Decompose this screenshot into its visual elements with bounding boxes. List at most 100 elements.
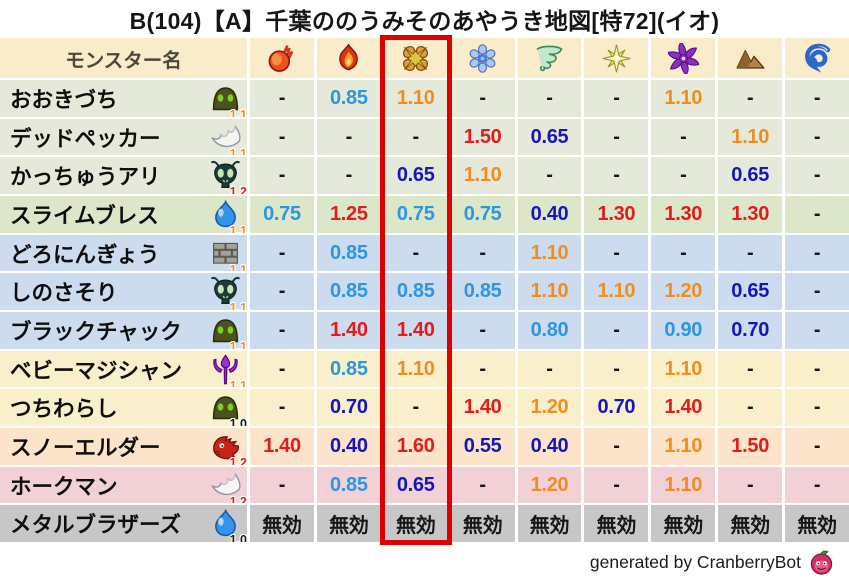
multiplier-cell: - bbox=[785, 467, 849, 504]
multiplier-cell: 1.50 bbox=[718, 428, 782, 465]
multiplier-cell: - bbox=[384, 235, 448, 272]
monster-level-badge: 1.2 bbox=[230, 186, 247, 194]
multiplier-cell: - bbox=[785, 312, 849, 349]
monster-row: かっちゅうアリ1.2--0.651.10---0.65- bbox=[0, 157, 849, 194]
multiplier-cell: - bbox=[250, 351, 314, 388]
monster-level-badge: 1.1 bbox=[230, 225, 247, 233]
multiplier-cell: 無効 bbox=[518, 505, 582, 542]
multiplier-cell: 1.10 bbox=[651, 467, 715, 504]
monster-name-header: モンスター名 bbox=[0, 38, 247, 78]
monster-name: ホークマン bbox=[10, 470, 118, 501]
multiplier-cell: 0.90 bbox=[651, 312, 715, 349]
multiplier-cell: 0.70 bbox=[718, 312, 782, 349]
credit-line: generated by CranberryBot bbox=[0, 542, 849, 583]
multiplier-cell: - bbox=[584, 119, 648, 156]
monster-name: つちわらし bbox=[10, 392, 118, 423]
ant-monster-icon: 1.2 bbox=[206, 159, 244, 193]
multiplier-cell: 1.50 bbox=[451, 119, 515, 156]
multiplier-cell: 0.40 bbox=[518, 196, 582, 233]
monster-name: かっちゅうアリ bbox=[10, 160, 161, 191]
multiplier-cell: - bbox=[250, 312, 314, 349]
multiplier-cell: - bbox=[250, 80, 314, 117]
multiplier-cell: 1.40 bbox=[384, 312, 448, 349]
monster-name: ブラックチャック bbox=[10, 315, 182, 346]
multiplier-cell: 0.55 bbox=[451, 428, 515, 465]
multiplier-cell: - bbox=[718, 467, 782, 504]
fireball-icon bbox=[250, 38, 314, 78]
multiplier-cell: 1.10 bbox=[518, 273, 582, 310]
monster-row: スノーエルダー1.21.400.401.600.550.40-1.101.50- bbox=[0, 428, 849, 465]
multiplier-cell: 0.75 bbox=[250, 196, 314, 233]
multiplier-cell: - bbox=[718, 235, 782, 272]
brick-monster-icon: 1.1 bbox=[206, 236, 244, 270]
multiplier-cell: 無効 bbox=[384, 505, 448, 542]
slime-monster-icon: 1.0 bbox=[206, 507, 244, 541]
monster-name-cell: ブラックチャック 1.1 bbox=[0, 312, 247, 349]
multiplier-cell: - bbox=[451, 80, 515, 117]
monster-row: デッドペッカー1.1---1.500.65--1.10- bbox=[0, 119, 849, 156]
multiplier-cell: 1.25 bbox=[317, 196, 381, 233]
multiplier-cell: 0.75 bbox=[384, 196, 448, 233]
slime-monster-icon: 1.1 bbox=[206, 197, 244, 231]
wing-monster-icon: 1.2 bbox=[206, 468, 244, 502]
monster-level-badge: 1.1 bbox=[230, 341, 247, 349]
multiplier-cell: - bbox=[651, 157, 715, 194]
mountain-icon bbox=[718, 38, 782, 78]
monster-name-cell: スライムブレス1.1 bbox=[0, 196, 247, 233]
monster-row: おおきづち1.1-0.851.10---1.10-- bbox=[0, 80, 849, 117]
monster-name-cell: つちわらし1.0 bbox=[0, 389, 247, 426]
monster-row: メタルブラザーズ1.0無効無効無効無効無効無効無効無効無効 bbox=[0, 505, 849, 542]
sparkle-star-icon bbox=[584, 38, 648, 78]
multiplier-cell: 1.40 bbox=[451, 389, 515, 426]
monster-level-badge: 1.1 bbox=[230, 380, 247, 388]
monster-row: ホークマン1.2-0.850.65-1.20-1.10-- bbox=[0, 467, 849, 504]
multiplier-cell: 1.10 bbox=[584, 273, 648, 310]
multiplier-cell: - bbox=[518, 157, 582, 194]
monster-name-cell: しのさそり1.1 bbox=[0, 273, 247, 310]
multiplier-cell: 1.10 bbox=[651, 80, 715, 117]
multiplier-cell: - bbox=[451, 312, 515, 349]
multiplier-cell: 無効 bbox=[317, 505, 381, 542]
multiplier-cell: 無効 bbox=[451, 505, 515, 542]
monster-name-cell: ベビーマジシャン1.1 bbox=[0, 351, 247, 388]
multiplier-cell: - bbox=[785, 80, 849, 117]
multiplier-cell: 1.40 bbox=[651, 389, 715, 426]
multiplier-cell: - bbox=[384, 389, 448, 426]
multiplier-cell: 無効 bbox=[250, 505, 314, 542]
multiplier-cell: - bbox=[785, 119, 849, 156]
multiplier-cell: 1.60 bbox=[384, 428, 448, 465]
multiplier-cell: 0.85 bbox=[317, 467, 381, 504]
multiplier-cell: 0.85 bbox=[384, 273, 448, 310]
weakness-table: モンスター名 おおきづち1.1-0.851.10---1.10--デッドペッカー… bbox=[0, 38, 849, 542]
multiplier-cell: - bbox=[785, 389, 849, 426]
explosion-burst-icon bbox=[384, 38, 448, 78]
multiplier-cell: - bbox=[584, 80, 648, 117]
monster-level-badge: 1.2 bbox=[230, 457, 247, 465]
monster-row: つちわらし1.0-0.70-1.401.200.701.40-- bbox=[0, 389, 849, 426]
multiplier-cell: 0.65 bbox=[384, 467, 448, 504]
multiplier-cell: 0.65 bbox=[384, 157, 448, 194]
wave-icon bbox=[785, 38, 849, 78]
monster-name-cell: メタルブラザーズ 1.0 bbox=[0, 505, 247, 542]
multiplier-cell: - bbox=[250, 119, 314, 156]
multiplier-cell: - bbox=[718, 80, 782, 117]
multiplier-cell: 0.85 bbox=[317, 80, 381, 117]
monster-level-badge: 1.2 bbox=[230, 496, 247, 504]
multiplier-cell: - bbox=[785, 235, 849, 272]
wing-monster-icon: 1.1 bbox=[206, 120, 244, 154]
multiplier-cell: 0.75 bbox=[451, 196, 515, 233]
multiplier-cell: - bbox=[451, 351, 515, 388]
multiplier-cell: - bbox=[718, 389, 782, 426]
trident-monster-icon: 1.1 bbox=[206, 352, 244, 386]
monster-name: おおきづち bbox=[10, 83, 118, 114]
monster-name: メタルブラザーズ bbox=[10, 508, 181, 539]
monster-name-cell: ホークマン 1.2 bbox=[0, 467, 247, 504]
multiplier-cell: - bbox=[451, 467, 515, 504]
page-title: B(104)【A】千葉ののうみそのあやうき地図[特72](イオ) bbox=[0, 0, 849, 38]
multiplier-cell: - bbox=[584, 157, 648, 194]
multiplier-cell: - bbox=[785, 351, 849, 388]
multiplier-cell: - bbox=[317, 119, 381, 156]
multiplier-cell: 1.10 bbox=[384, 80, 448, 117]
multiplier-cell: - bbox=[785, 196, 849, 233]
monster-level-badge: 1.1 bbox=[230, 264, 247, 272]
